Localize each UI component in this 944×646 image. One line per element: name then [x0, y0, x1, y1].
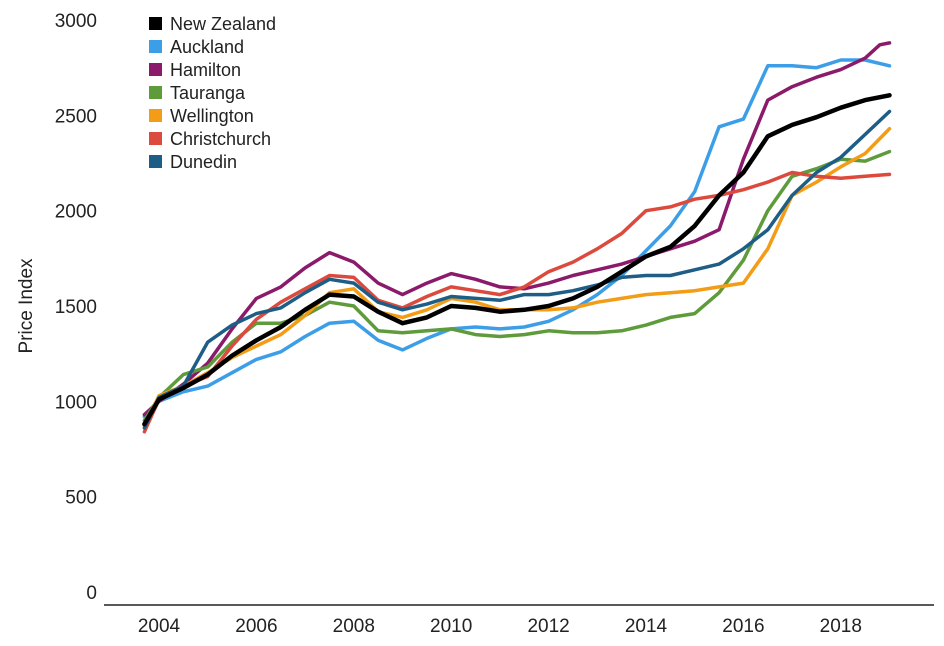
series-line-christchurch [142, 170, 892, 434]
x-tick-label: 2010 [430, 616, 472, 637]
legend-swatch [149, 86, 162, 99]
x-tick-label: 2012 [527, 616, 569, 637]
legend-swatch [149, 17, 162, 30]
y-tick-label: 0 [86, 583, 97, 604]
legend-label: Dunedin [170, 152, 237, 172]
legend-swatch [149, 132, 162, 145]
y-tick-label: 2000 [55, 202, 97, 223]
legend-label: Tauranga [170, 83, 246, 103]
legend-label: Christchurch [170, 129, 271, 149]
legend-swatch [149, 109, 162, 122]
x-tick-label: 2014 [625, 616, 668, 637]
x-tick-label: 2016 [722, 616, 764, 637]
series-line-tauranga [142, 149, 892, 423]
x-axis-ticks: 2004 2006 2008 2010 2012 2014 2016 2018 [138, 616, 862, 637]
legend: New Zealand Auckland Hamilton Tauranga Welli… [149, 14, 276, 172]
x-tick-label: 2008 [333, 616, 375, 637]
x-tick-label: 2006 [235, 616, 277, 637]
series-line-new-zealand [142, 93, 892, 427]
series-lines [142, 41, 892, 434]
legend-swatch [149, 63, 162, 76]
series-line-hamilton [142, 41, 892, 417]
y-tick-label: 2500 [55, 106, 97, 127]
x-tick-label: 2004 [138, 616, 181, 637]
legend-label: Wellington [170, 106, 254, 126]
y-axis-ticks: 0 500 1000 1500 2000 2500 3000 [55, 11, 97, 604]
series-line-wellington [142, 126, 892, 428]
legend-swatch [149, 155, 162, 168]
y-tick-label: 500 [65, 488, 97, 509]
y-axis-label: Price Index [16, 258, 37, 354]
series-line-dunedin [142, 109, 892, 430]
x-tick-label: 2018 [820, 616, 862, 637]
legend-swatch [149, 40, 162, 53]
y-tick-label: 3000 [55, 11, 97, 32]
legend-label: Hamilton [170, 60, 241, 80]
legend-label: New Zealand [170, 14, 276, 34]
y-tick-label: 1500 [55, 297, 97, 318]
series-line-auckland [142, 58, 892, 419]
y-tick-label: 1000 [55, 392, 97, 413]
legend-label: Auckland [170, 37, 244, 57]
